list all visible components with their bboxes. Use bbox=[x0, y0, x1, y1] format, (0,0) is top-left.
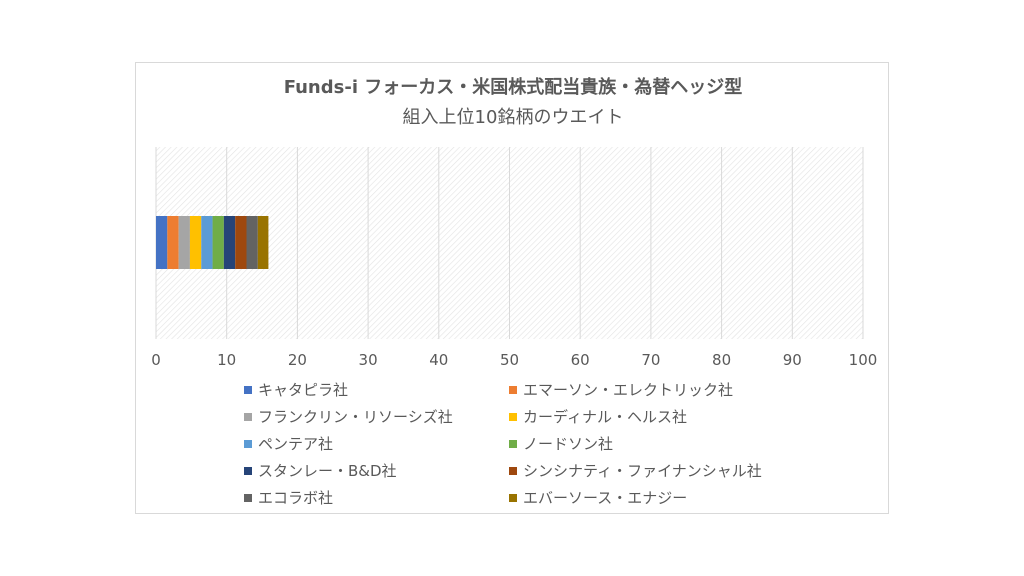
legend-label: エバーソース・エナジー bbox=[523, 489, 688, 507]
legend-swatch bbox=[244, 466, 252, 475]
legend-swatch bbox=[509, 439, 517, 448]
bar-segment bbox=[201, 216, 213, 269]
bar-segment bbox=[257, 216, 269, 269]
legend-swatch bbox=[509, 493, 517, 502]
chart-title-block: Funds-i フォーカス・米国株式配当貴族・為替ヘッジ型 組入上位10銘柄のウ… bbox=[136, 73, 890, 133]
x-tick-label: 50 bbox=[500, 351, 519, 369]
legend-label: エマーソン・エレクトリック社 bbox=[523, 381, 734, 399]
legend-item: シンシナティ・ファイナンシャル社 bbox=[509, 460, 762, 481]
x-tick-label: 0 bbox=[151, 351, 161, 369]
x-tick-label: 60 bbox=[571, 351, 590, 369]
chart-frame: Funds-i フォーカス・米国株式配当貴族・為替ヘッジ型 組入上位10銘柄のウ… bbox=[135, 62, 889, 514]
legend-item: カーディナル・ヘルス社 bbox=[509, 406, 687, 427]
legend-item: エバーソース・エナジー bbox=[509, 487, 687, 508]
bar-segment bbox=[235, 216, 247, 269]
legend-label: キャタピラ社 bbox=[258, 381, 349, 399]
bar-segment bbox=[189, 216, 202, 269]
x-tick-label: 10 bbox=[217, 351, 236, 369]
legend-label: エコラボ社 bbox=[258, 489, 334, 507]
x-tick-label: 40 bbox=[429, 351, 448, 369]
chart-subtitle: 組入上位10銘柄のウエイト bbox=[402, 107, 624, 128]
legend-item: スタンレー・B&D社 bbox=[244, 460, 397, 481]
legend-swatch bbox=[244, 412, 252, 421]
bar-segment bbox=[223, 216, 236, 269]
legend-label: ペンテア社 bbox=[258, 435, 334, 453]
x-tick-label: 30 bbox=[359, 351, 378, 369]
legend-swatch bbox=[244, 493, 252, 502]
legend-swatch bbox=[509, 385, 517, 394]
bar-segment bbox=[212, 216, 224, 269]
bar-segment bbox=[156, 216, 168, 269]
legend-item: キャタピラ社 bbox=[244, 379, 348, 400]
legend-item: ペンテア社 bbox=[244, 433, 333, 454]
x-tick-label: 70 bbox=[641, 351, 660, 369]
legend-label: スタンレー・B&D社 bbox=[258, 462, 397, 480]
x-tick-label: 80 bbox=[712, 351, 731, 369]
bar-segment bbox=[178, 216, 190, 269]
legend-item: エコラボ社 bbox=[244, 487, 333, 508]
legend-item: ノードソン社 bbox=[509, 433, 613, 454]
x-tick-label: 20 bbox=[288, 351, 307, 369]
legend-swatch bbox=[509, 412, 517, 421]
legend-swatch bbox=[244, 385, 252, 394]
legend-swatch bbox=[509, 466, 517, 475]
legend-swatch bbox=[244, 439, 252, 448]
legend-item: エマーソン・エレクトリック社 bbox=[509, 379, 733, 400]
chart-plot: 0 10 20 30 40 50 60 70 80 90 100 bbox=[151, 147, 878, 369]
chart-title: Funds-i フォーカス・米国株式配当貴族・為替ヘッジ型 bbox=[283, 77, 743, 98]
x-tick-label: 100 bbox=[849, 351, 878, 369]
legend-label: フランクリン・リソーシズ社 bbox=[258, 408, 453, 426]
legend-label: カーディナル・ヘルス社 bbox=[523, 408, 687, 426]
x-tick-label: 90 bbox=[783, 351, 802, 369]
bar-segment bbox=[167, 216, 179, 269]
bar-segment bbox=[246, 216, 258, 269]
legend-item: フランクリン・リソーシズ社 bbox=[244, 406, 453, 427]
legend: キャタピラ社 エマーソン・エレクトリック社フランクリン・リソーシズ社 カーディナル・… bbox=[136, 63, 890, 515]
legend-label: シンシナティ・ファイナンシャル社 bbox=[523, 462, 762, 480]
legend-label: ノードソン社 bbox=[523, 435, 614, 453]
